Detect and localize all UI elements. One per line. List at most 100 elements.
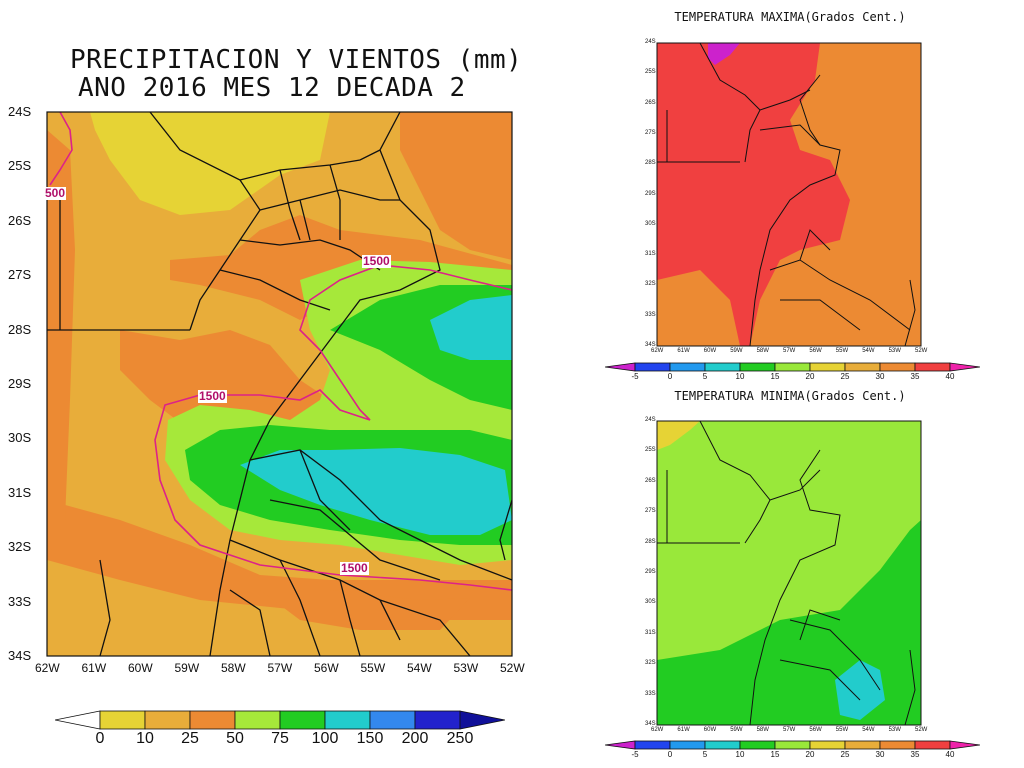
colorbar-swatch bbox=[144, 710, 191, 730]
lon-label: 55W bbox=[835, 348, 849, 354]
lat-label: 25S bbox=[645, 447, 656, 454]
lon-label: 59W bbox=[174, 661, 200, 675]
lon-label: 54W bbox=[407, 661, 432, 675]
colorbar-label: -5 bbox=[631, 372, 639, 381]
colorbar-label: 10 bbox=[136, 730, 154, 747]
colorbar-swatch bbox=[739, 362, 776, 372]
colorbar-label: -5 bbox=[631, 750, 639, 759]
colorbar-label: 10 bbox=[735, 372, 745, 381]
colorbar-swatch bbox=[739, 740, 776, 750]
colorbar-swatch bbox=[369, 710, 416, 730]
colorbar-label: 0 bbox=[667, 750, 673, 759]
lon-label: 62W bbox=[651, 727, 664, 733]
contour-label: 1500 bbox=[340, 561, 369, 575]
colorbar-svg bbox=[605, 740, 980, 750]
lat-label: 33S bbox=[8, 593, 32, 609]
colorbar-label: 40 bbox=[945, 750, 955, 759]
colorbar-swatch bbox=[634, 362, 671, 372]
lat-label: 32S bbox=[645, 660, 656, 667]
lat-label: 31S bbox=[645, 629, 656, 636]
lon-label: 53W bbox=[888, 727, 901, 733]
lat-label: 32S bbox=[8, 539, 32, 555]
lon-label: 61W bbox=[677, 727, 690, 733]
colorbar-swatch bbox=[669, 740, 706, 750]
colorbar-swatch bbox=[914, 740, 951, 750]
lat-label: 30S bbox=[645, 220, 656, 227]
precipitation-map bbox=[47, 112, 512, 656]
main-title-line1: PRECIPITACION Y VIENTOS (mm) bbox=[70, 45, 523, 75]
lon-label: 59W bbox=[730, 348, 743, 354]
colorbar-swatch bbox=[99, 710, 146, 730]
colorbar-label: 100 bbox=[311, 730, 339, 747]
colorbar-min-arrow bbox=[55, 710, 101, 730]
colorbar-label: 150 bbox=[356, 730, 384, 747]
lon-label: 58W bbox=[756, 348, 769, 354]
lon-label: 57W bbox=[783, 727, 796, 733]
colorbar-swatch bbox=[914, 362, 951, 372]
tmax-colorbar: -5 0 5 10 15 20 25 30 35 40 bbox=[605, 362, 980, 386]
colorbar-label: 10 bbox=[735, 750, 745, 759]
colorbar-label: 0 bbox=[667, 372, 673, 381]
colorbar-label: 40 bbox=[945, 372, 955, 381]
lat-label: 28S bbox=[8, 321, 32, 337]
contour-label: 1500 bbox=[198, 389, 227, 403]
colorbar-label: 75 bbox=[271, 730, 289, 747]
lat-label: 26S bbox=[645, 99, 656, 106]
lat-label: 25S bbox=[8, 158, 32, 174]
colorbar-swatch bbox=[879, 362, 916, 372]
lat-label: 24S bbox=[645, 39, 656, 45]
colorbar-label: 25 bbox=[181, 730, 199, 747]
lat-label: 29S bbox=[645, 569, 656, 575]
colorbar-svg bbox=[605, 362, 980, 372]
tmax-map-frame bbox=[656, 42, 922, 347]
tmax-title: TEMPERATURA MAXIMA(Grados Cent.) bbox=[674, 10, 906, 24]
colorbar-swatch bbox=[809, 740, 846, 750]
lon-label: 55W bbox=[835, 727, 849, 733]
colorbar-label: 0 bbox=[95, 730, 105, 747]
lat-label: 30S bbox=[8, 430, 32, 446]
lat-label: 24S bbox=[8, 104, 32, 119]
lat-label: 30S bbox=[645, 599, 656, 606]
colorbar-swatch bbox=[324, 710, 371, 730]
lat-label: 27S bbox=[645, 508, 656, 515]
tmin-colorbar: -5 0 5 10 15 20 25 30 35 40 bbox=[605, 740, 980, 764]
colorbar-label: 15 bbox=[770, 372, 780, 381]
colorbar-swatch bbox=[704, 740, 741, 750]
lon-label: 52W bbox=[915, 727, 928, 733]
lon-label: 62W bbox=[35, 661, 60, 675]
lat-label: 32S bbox=[645, 281, 656, 288]
colorbar-svg bbox=[55, 710, 505, 730]
lon-label: 61W bbox=[81, 661, 107, 675]
colorbar-swatch bbox=[774, 740, 811, 750]
lon-label: 61W bbox=[677, 348, 690, 354]
precip-yellow-nw bbox=[90, 112, 330, 215]
lon-label: 60W bbox=[703, 727, 717, 733]
tmax-red bbox=[657, 43, 850, 346]
main-title-line2: ANO 2016 MES 12 DECADA 2 bbox=[78, 73, 466, 103]
lon-label: 62W bbox=[651, 348, 664, 354]
lon-label: 56W bbox=[809, 727, 822, 733]
colorbar-swatch bbox=[844, 362, 881, 372]
colorbar-max-arrow bbox=[949, 740, 980, 750]
main-map-frame bbox=[46, 111, 513, 657]
tmax-map bbox=[657, 43, 921, 346]
lon-label: 54W bbox=[862, 727, 875, 733]
lon-label: 53W bbox=[888, 348, 901, 354]
colorbar-label: 20 bbox=[805, 750, 815, 759]
colorbar-max-arrow bbox=[459, 710, 505, 730]
colorbar-swatch bbox=[809, 362, 846, 372]
colorbar-swatch bbox=[844, 740, 881, 750]
colorbar-swatch bbox=[634, 740, 671, 750]
lon-label: 60W bbox=[128, 661, 153, 675]
colorbar-label: 25 bbox=[840, 372, 850, 381]
colorbar-label: 250 bbox=[446, 730, 474, 747]
lat-label: 31S bbox=[645, 251, 656, 258]
lon-label: 55W bbox=[360, 661, 386, 675]
precip-orange-ne bbox=[400, 112, 512, 260]
lon-label: 58W bbox=[221, 661, 246, 675]
colorbar-label: 35 bbox=[910, 750, 920, 759]
lat-label: 33S bbox=[645, 690, 656, 697]
lat-label: 26S bbox=[8, 212, 32, 228]
colorbar-swatch bbox=[774, 362, 811, 372]
